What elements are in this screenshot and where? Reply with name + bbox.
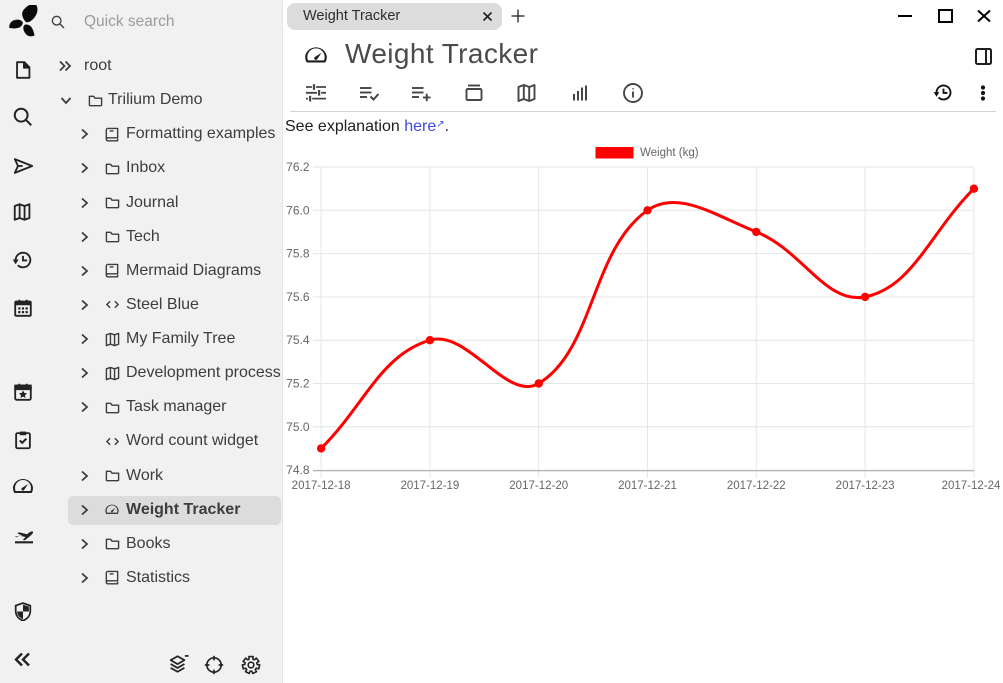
svg-text:75.0: 75.0 xyxy=(286,420,310,434)
svg-text:2017-12-20: 2017-12-20 xyxy=(509,480,568,492)
svg-text:74.8: 74.8 xyxy=(286,463,310,477)
svg-text:75.4: 75.4 xyxy=(286,333,310,347)
svg-text:76.2: 76.2 xyxy=(286,160,310,174)
svg-text:75.6: 75.6 xyxy=(286,290,310,304)
svg-text:2017-12-24: 2017-12-24 xyxy=(942,480,1001,492)
svg-text:2017-12-18: 2017-12-18 xyxy=(292,480,351,492)
svg-text:2017-12-23: 2017-12-23 xyxy=(836,480,895,492)
svg-text:76.0: 76.0 xyxy=(286,203,310,217)
svg-text:Weight (kg): Weight (kg) xyxy=(640,147,699,159)
svg-text:75.2: 75.2 xyxy=(286,377,310,391)
svg-text:2017-12-19: 2017-12-19 xyxy=(400,480,459,492)
svg-text:2017-12-21: 2017-12-21 xyxy=(618,480,677,492)
svg-text:2017-12-22: 2017-12-22 xyxy=(727,480,786,492)
svg-text:75.8: 75.8 xyxy=(286,247,310,261)
